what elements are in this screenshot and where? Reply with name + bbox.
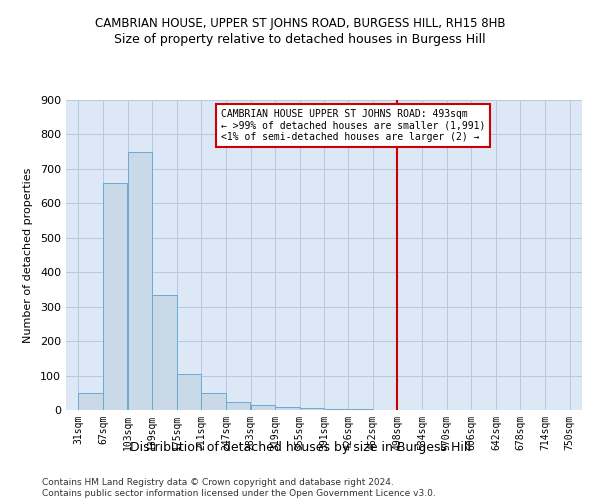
Text: Size of property relative to detached houses in Burgess Hill: Size of property relative to detached ho… [114, 32, 486, 46]
Text: Contains HM Land Registry data © Crown copyright and database right 2024.
Contai: Contains HM Land Registry data © Crown c… [42, 478, 436, 498]
Text: Distribution of detached houses by size in Burgess Hill: Distribution of detached houses by size … [130, 441, 470, 454]
Bar [103, 182, 127, 410]
Bar [79, 393, 103, 410]
Bar [152, 294, 176, 410]
Bar [325, 409, 349, 410]
Bar [177, 374, 201, 410]
Bar [128, 152, 152, 410]
Text: CAMBRIAN HOUSE, UPPER ST JOHNS ROAD, BURGESS HILL, RH15 8HB: CAMBRIAN HOUSE, UPPER ST JOHNS ROAD, BUR… [95, 18, 505, 30]
Bar [226, 402, 250, 410]
Bar [275, 406, 299, 410]
Bar [202, 393, 226, 410]
Bar [251, 405, 275, 410]
Bar [300, 408, 324, 410]
Text: CAMBRIAN HOUSE UPPER ST JOHNS ROAD: 493sqm
← >99% of detached houses are smaller: CAMBRIAN HOUSE UPPER ST JOHNS ROAD: 493s… [221, 108, 485, 142]
Y-axis label: Number of detached properties: Number of detached properties [23, 168, 33, 342]
